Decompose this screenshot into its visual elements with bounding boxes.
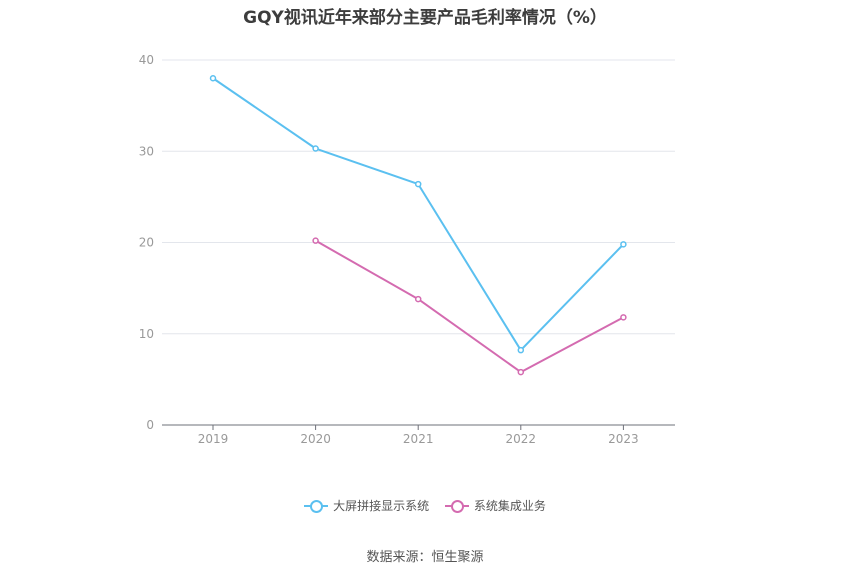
series-line-2: [315, 239, 624, 374]
data-point-series-1-2023: [620, 241, 627, 248]
data-point-series-1-2019: [209, 75, 217, 82]
grid-lines: [162, 59, 675, 335]
legend-swatch-series-2: [444, 499, 469, 513]
data-point-series-2-2023: [620, 314, 627, 321]
x-tick-label-2019: 2019: [198, 432, 229, 446]
data-point-series-2-2020: [312, 237, 319, 244]
chart-title: GQY视讯近年来部分主要产品毛利率情况（%）: [243, 8, 607, 28]
legend: 大屏拼接显示系统 系统集成业务: [0, 497, 850, 516]
data-point-series-1-2022: [517, 346, 525, 354]
legend-label-series-1: 大屏拼接显示系统: [333, 499, 430, 513]
legend-item-series-2[interactable]: 系统集成业务: [444, 497, 546, 514]
legend-marker-series-2: [450, 499, 464, 513]
y-tick-label-30: 30: [139, 144, 154, 158]
data-point-series-1-2021: [414, 180, 422, 188]
series-line-1: [212, 77, 625, 352]
x-tick-label-2023: 2023: [608, 432, 639, 446]
y-tick-label-10: 10: [139, 327, 154, 341]
data-point-series-2-2022: [517, 368, 525, 376]
source-note: 数据来源：恒生聚源: [366, 550, 484, 565]
legend-marker-series-1: [310, 499, 324, 513]
y-tick-label-40: 40: [139, 53, 154, 67]
axes: [162, 424, 675, 430]
tick-labels: 0 10 20 30 40 2019 2020 2021 2022 2023: [139, 53, 639, 446]
legend-swatch-series-1: [304, 499, 329, 513]
x-tick-label-2022: 2022: [506, 432, 537, 446]
data-point-series-1-2020: [312, 145, 319, 152]
series-lines: [209, 75, 627, 376]
x-tick-label-2020: 2020: [300, 432, 331, 446]
y-tick-label-0: 0: [146, 418, 154, 432]
x-tick-label-2021: 2021: [403, 432, 434, 446]
data-point-series-2-2021: [414, 295, 422, 303]
legend-label-series-2: 系统集成业务: [473, 499, 546, 513]
y-tick-label-20: 20: [139, 236, 154, 250]
legend-item-series-1[interactable]: 大屏拼接显示系统: [304, 497, 429, 514]
